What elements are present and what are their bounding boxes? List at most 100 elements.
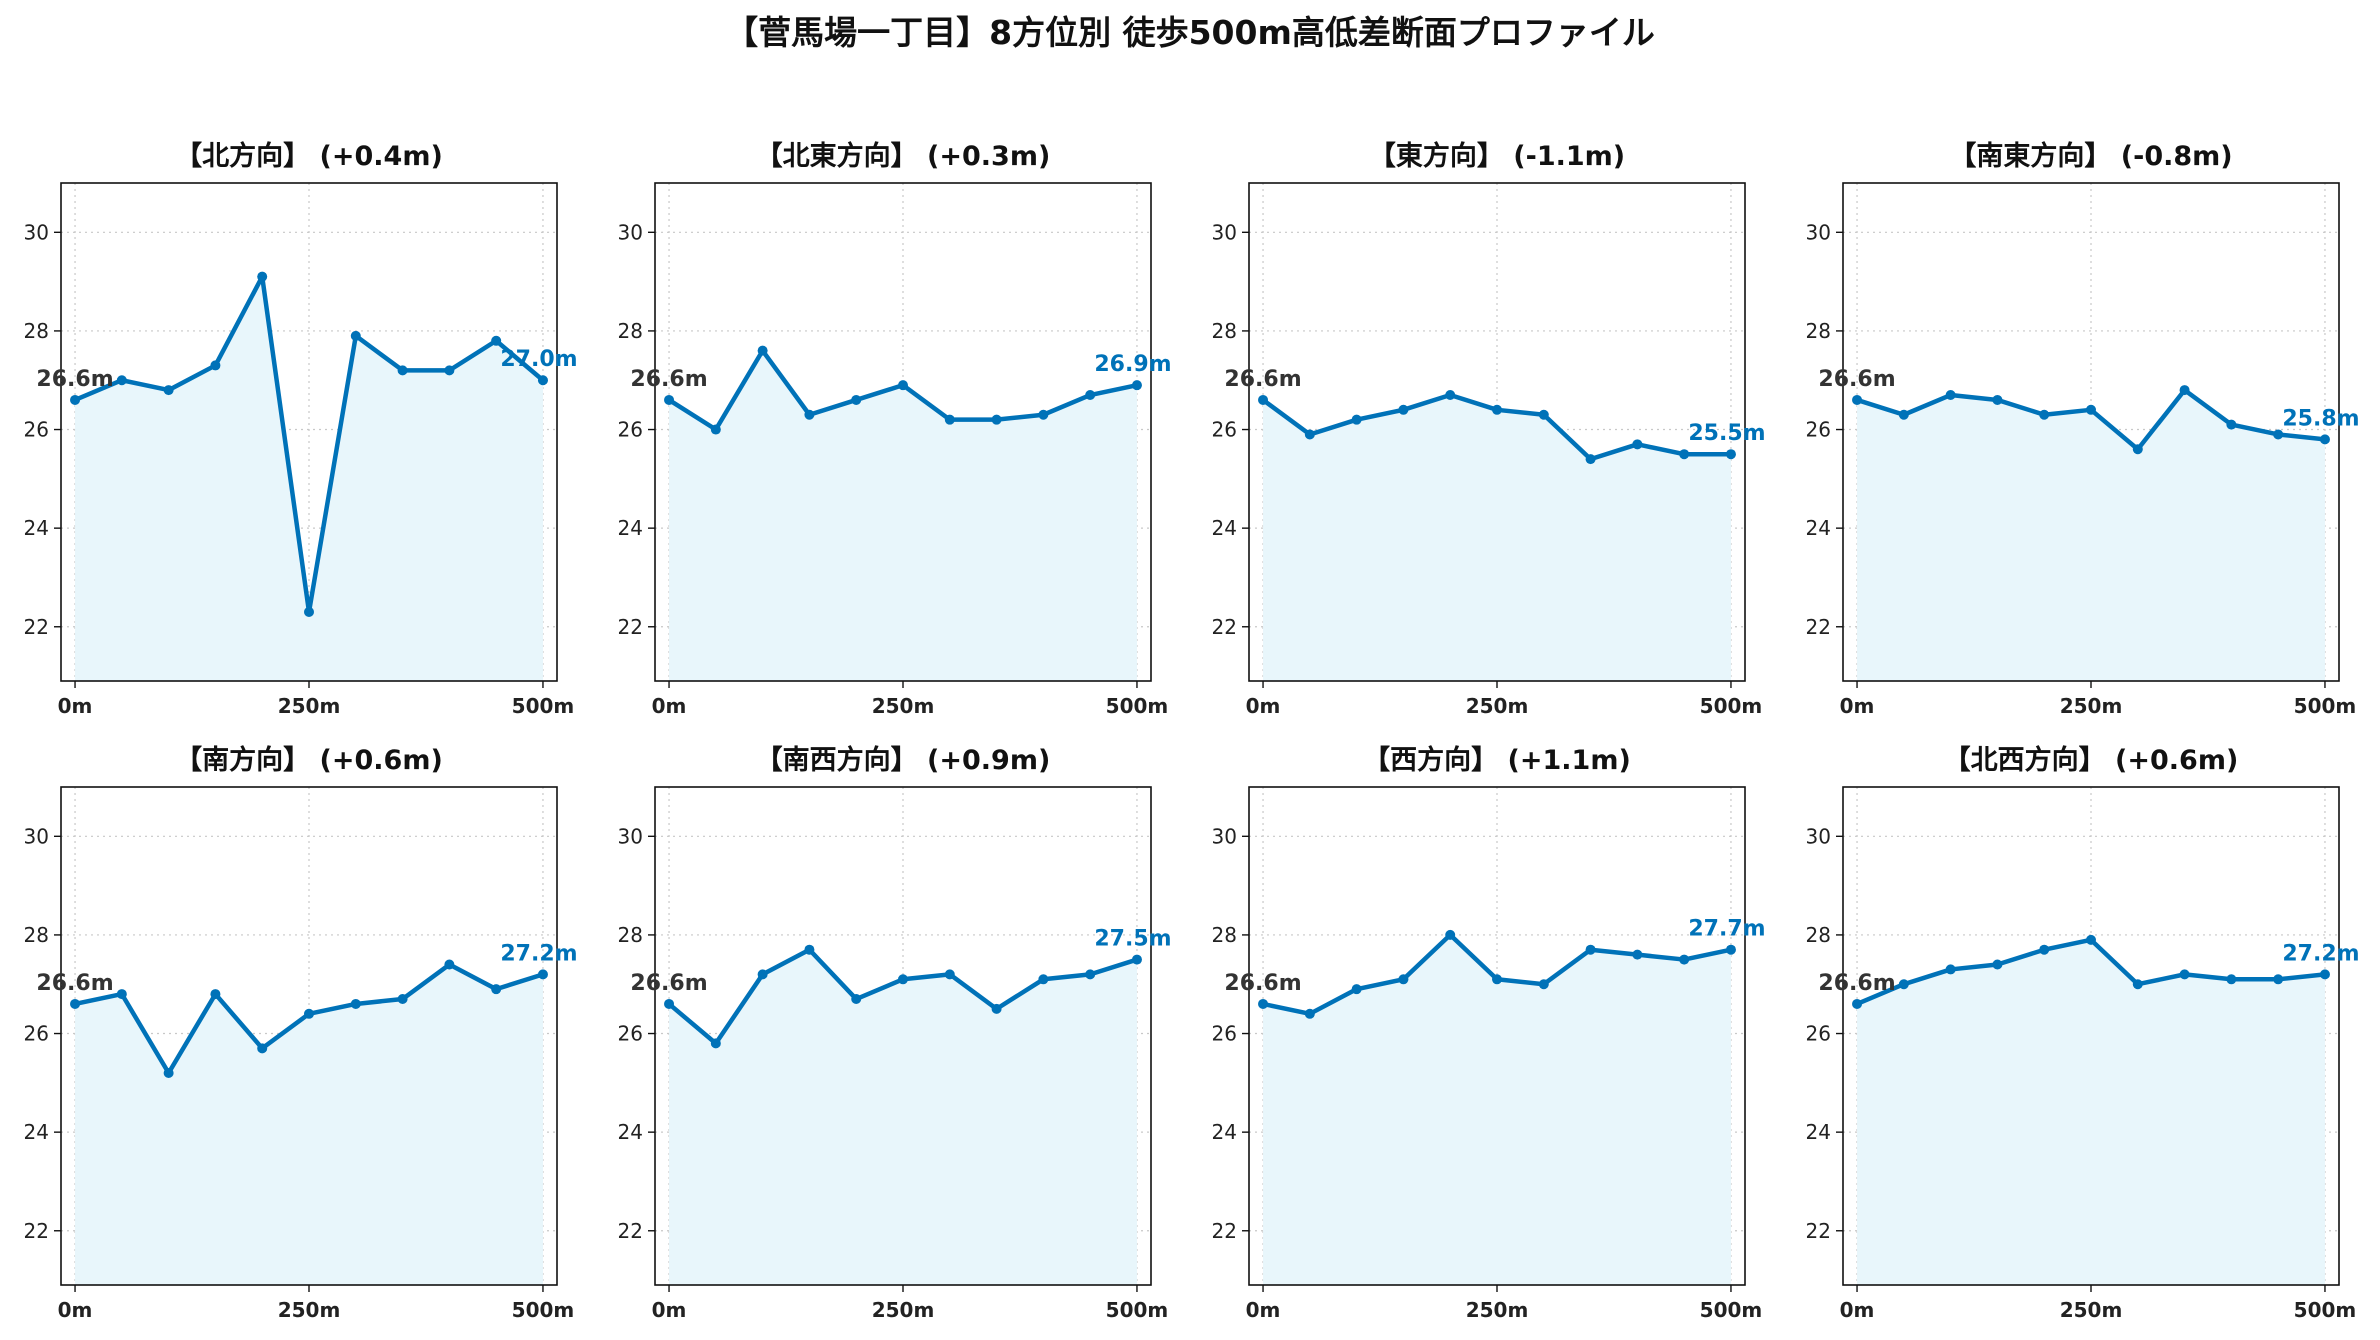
ytick-label: 30 <box>1212 824 1237 848</box>
ytick-label: 28 <box>618 923 643 947</box>
data-point <box>163 1067 174 1078</box>
panel-title: 【東方向】 (-1.1m) <box>1369 140 1625 172</box>
ytick-label: 26 <box>1806 418 1831 442</box>
chart-panel-3: 【南東方向】 (-0.8m) 22 24 26 28 30 0m 250m 500m 26.6m 2… <box>1806 140 2360 718</box>
data-point <box>1445 929 1456 940</box>
end-value-label: 27.7m <box>1688 917 1765 942</box>
end-value-label: 27.0m <box>500 347 577 372</box>
data-point <box>2039 409 2050 420</box>
ytick-label: 28 <box>1806 319 1831 343</box>
data-point <box>944 969 955 980</box>
data-point <box>2319 434 2330 445</box>
ytick-label: 24 <box>24 1120 49 1144</box>
panel-grid: 【北方向】 (+0.4m) 22 24 26 28 30 0m 250m 500m 26.6m 27… <box>24 140 2360 1322</box>
area-fill <box>1857 390 2325 681</box>
data-point <box>1131 954 1142 965</box>
ytick-label: 30 <box>1212 220 1237 244</box>
panel-title: 【西方向】 (+1.1m) <box>1363 744 1631 776</box>
data-point <box>1492 404 1502 415</box>
data-point <box>304 606 314 617</box>
start-value-label: 26.6m <box>36 367 113 392</box>
data-point <box>2226 974 2237 985</box>
data-point <box>851 994 862 1005</box>
chart-panel-5: 【南西方向】 (+0.9m) 22 24 26 28 30 0m 250m 500m 26.6m 2… <box>618 744 1172 1322</box>
ytick-label: 26 <box>1212 1022 1237 1046</box>
data-point <box>304 1008 314 1019</box>
data-point <box>1679 954 1690 965</box>
data-point <box>1038 974 1049 985</box>
end-value-label: 27.2m <box>2282 941 2359 966</box>
data-point <box>1585 454 1596 465</box>
xtick-label: 500m <box>2294 1298 2357 1322</box>
ytick-label: 22 <box>1212 615 1237 639</box>
data-point <box>2132 979 2143 990</box>
end-value-label: 25.5m <box>1688 421 1765 446</box>
data-point <box>1992 959 2003 970</box>
data-point <box>1351 414 1362 425</box>
start-value-label: 26.6m <box>630 971 707 996</box>
data-point <box>491 984 502 995</box>
data-point <box>2179 969 2190 980</box>
xtick-label: 0m <box>1246 694 1281 718</box>
data-point <box>757 969 768 980</box>
xtick-label: 0m <box>58 1298 93 1322</box>
data-point <box>1725 944 1736 955</box>
data-point <box>898 974 908 985</box>
ytick-label: 26 <box>24 418 49 442</box>
xtick-label: 0m <box>652 694 687 718</box>
data-point <box>2226 419 2237 430</box>
start-value-label: 26.6m <box>630 367 707 392</box>
data-point <box>444 959 455 970</box>
start-value-label: 26.6m <box>1818 367 1895 392</box>
ytick-label: 26 <box>618 1022 643 1046</box>
ytick-label: 24 <box>618 516 643 540</box>
ytick-label: 26 <box>618 418 643 442</box>
data-point <box>1085 390 1096 401</box>
data-point <box>1538 979 1549 990</box>
data-point <box>2039 944 2050 955</box>
data-point <box>2273 429 2284 440</box>
data-point <box>2086 934 2096 945</box>
data-point <box>257 271 268 282</box>
xtick-label: 0m <box>1840 694 1875 718</box>
data-point <box>710 424 721 435</box>
data-point <box>116 375 127 386</box>
ytick-label: 28 <box>1806 923 1831 947</box>
ytick-label: 26 <box>1212 418 1237 442</box>
area-fill <box>669 949 1137 1285</box>
data-point <box>2132 444 2143 455</box>
data-point <box>757 345 768 356</box>
figure-title: 【菅馬場一丁目】8方位別 徒歩500m高低差断面プロファイル <box>725 13 1655 52</box>
ytick-label: 30 <box>618 824 643 848</box>
ytick-label: 30 <box>24 220 49 244</box>
chart-panel-0: 【北方向】 (+0.4m) 22 24 26 28 30 0m 250m 500m 26.6m 27… <box>24 140 578 718</box>
xtick-label: 500m <box>512 1298 575 1322</box>
chart-panel-6: 【西方向】 (+1.1m) 22 24 26 28 30 0m 250m 500m 26.6m 27… <box>1212 744 1766 1322</box>
area-fill <box>1263 934 1731 1285</box>
data-point <box>491 335 502 346</box>
data-point <box>1585 944 1596 955</box>
panel-title: 【北西方向】 (+0.6m) <box>1944 744 2239 776</box>
data-point <box>1898 409 1909 420</box>
data-point <box>1992 394 2003 405</box>
data-point <box>2086 404 2096 415</box>
ytick-label: 22 <box>618 1219 643 1243</box>
data-point <box>257 1043 268 1054</box>
data-point <box>1085 969 1096 980</box>
data-point <box>1038 409 1049 420</box>
data-point <box>710 1038 721 1049</box>
xtick-label: 250m <box>872 694 935 718</box>
xtick-label: 500m <box>2294 694 2357 718</box>
data-point <box>991 414 1002 425</box>
data-point <box>664 998 675 1009</box>
ytick-label: 24 <box>1212 1120 1237 1144</box>
ytick-label: 24 <box>618 1120 643 1144</box>
chart-panel-1: 【北東方向】 (+0.3m) 22 24 26 28 30 0m 250m 500m 26.6m 2… <box>618 140 1172 718</box>
data-point <box>851 394 862 405</box>
xtick-label: 250m <box>1466 694 1529 718</box>
xtick-label: 0m <box>1840 1298 1875 1322</box>
ytick-label: 28 <box>1212 319 1237 343</box>
data-point <box>537 375 548 386</box>
data-point <box>2273 974 2284 985</box>
